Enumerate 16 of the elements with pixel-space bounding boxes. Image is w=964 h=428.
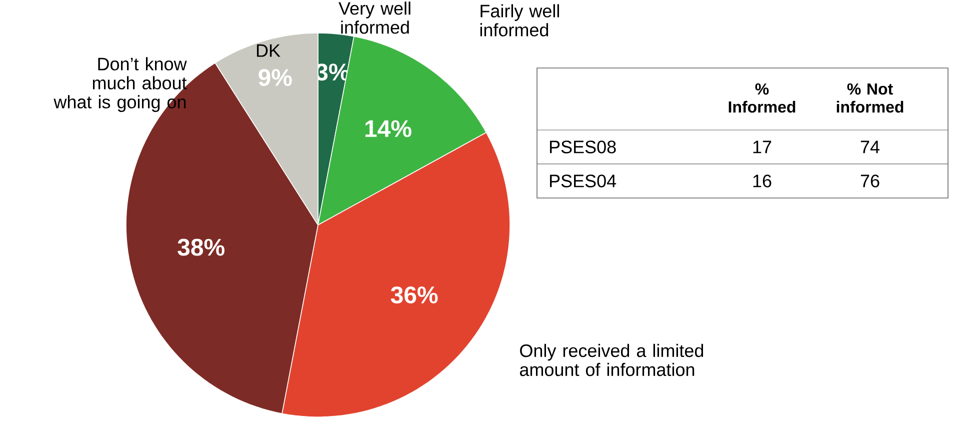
text: % Informed [728,83,796,113]
data-label: 9% [258,69,292,86]
slice-label: DK [256,44,280,57]
data-label: 14% [365,120,412,138]
category-label: PSES08 [550,140,616,154]
data-label: 38% [178,238,224,256]
data-label: 76 [860,174,880,188]
slice-label: Only received a limited amount of information [520,344,704,376]
data-label: 74 [860,140,880,154]
text: % Not informed [836,83,904,113]
slice-label: Fairly well informed [480,4,559,36]
data-label: 16 [753,174,772,188]
category-label: PSES04 [550,174,616,188]
slice-label: Very well informed [338,2,410,34]
data-label: 36% [390,286,438,304]
data-label: 17 [753,140,772,154]
